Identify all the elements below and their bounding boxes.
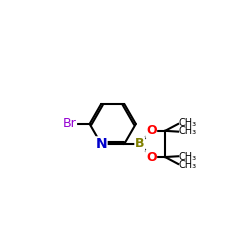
Text: Br: Br xyxy=(63,118,76,130)
Text: O: O xyxy=(146,124,156,137)
Text: CH₃: CH₃ xyxy=(179,118,197,128)
Text: CH₃: CH₃ xyxy=(179,160,197,170)
Text: N: N xyxy=(95,137,107,151)
Text: CH₃: CH₃ xyxy=(179,152,197,162)
Text: CH₃: CH₃ xyxy=(179,126,197,136)
Text: B: B xyxy=(135,138,144,150)
Text: O: O xyxy=(146,150,156,164)
